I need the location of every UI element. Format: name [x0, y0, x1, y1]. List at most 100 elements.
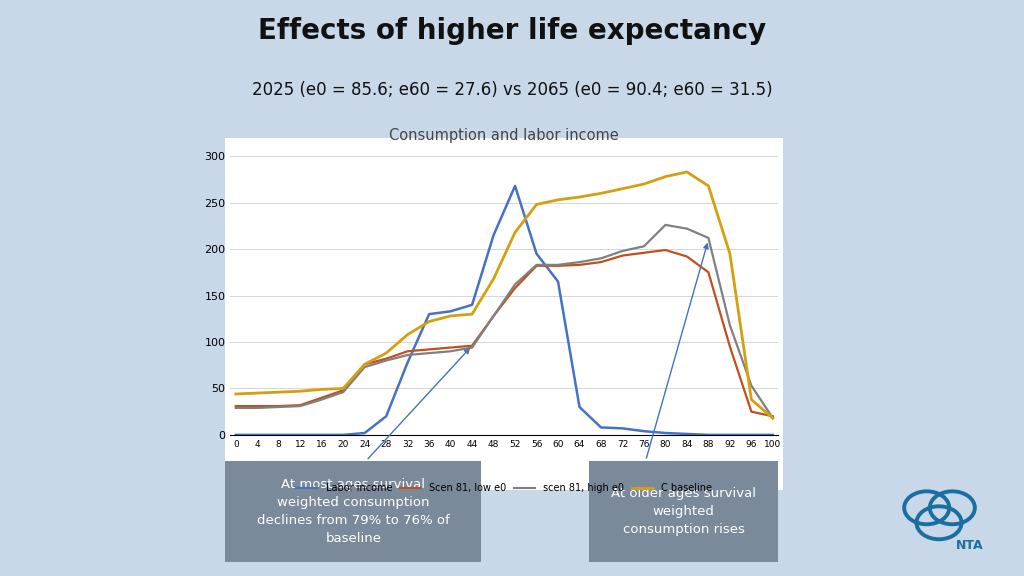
- Scen 81, low e0: [380, 355, 392, 362]
- Scen 81, low e0: [573, 262, 586, 268]
- Labor income: [251, 431, 263, 438]
- Scen 81, low e0: [552, 262, 564, 269]
- Text: At older ages survival
weighted
consumption rises: At older ages survival weighted consumpt…: [611, 487, 756, 536]
- Scen 81, low e0: [294, 401, 306, 408]
- Line: scen 81, high e0: scen 81, high e0: [236, 225, 773, 418]
- scen 81, high e0: [616, 248, 629, 255]
- Labor income: [595, 424, 607, 431]
- Labor income: [530, 250, 543, 257]
- Labor income: [380, 413, 392, 420]
- scen 81, high e0: [487, 313, 500, 320]
- Scen 81, low e0: [702, 269, 715, 276]
- Scen 81, low e0: [681, 253, 693, 260]
- Scen 81, low e0: [487, 313, 500, 320]
- Labor income: [638, 428, 650, 435]
- C baseline: [509, 229, 521, 236]
- Scen 81, low e0: [509, 285, 521, 291]
- scen 81, high e0: [638, 243, 650, 250]
- Scen 81, low e0: [595, 259, 607, 266]
- scen 81, high e0: [251, 404, 263, 411]
- scen 81, high e0: [509, 281, 521, 288]
- C baseline: [380, 350, 392, 357]
- Scen 81, low e0: [767, 413, 779, 420]
- C baseline: [681, 169, 693, 176]
- Line: Scen 81, low e0: Scen 81, low e0: [236, 250, 773, 416]
- Labor income: [294, 431, 306, 438]
- scen 81, high e0: [530, 262, 543, 268]
- Scen 81, low e0: [423, 346, 435, 353]
- scen 81, high e0: [466, 344, 478, 351]
- C baseline: [294, 388, 306, 395]
- scen 81, high e0: [552, 262, 564, 268]
- C baseline: [659, 173, 672, 180]
- Labor income: [724, 431, 736, 438]
- scen 81, high e0: [294, 403, 306, 410]
- Scen 81, low e0: [272, 403, 285, 410]
- C baseline: [595, 190, 607, 197]
- scen 81, high e0: [659, 221, 672, 228]
- Labor income: [358, 430, 371, 437]
- Scen 81, low e0: [659, 247, 672, 253]
- Labor income: [423, 310, 435, 317]
- C baseline: [466, 310, 478, 317]
- C baseline: [251, 389, 263, 396]
- C baseline: [229, 391, 242, 397]
- Scen 81, low e0: [229, 403, 242, 410]
- scen 81, high e0: [358, 363, 371, 370]
- Scen 81, low e0: [251, 403, 263, 410]
- C baseline: [702, 183, 715, 190]
- C baseline: [616, 185, 629, 192]
- scen 81, high e0: [444, 348, 457, 355]
- C baseline: [573, 194, 586, 200]
- scen 81, high e0: [681, 225, 693, 232]
- Scen 81, low e0: [401, 348, 414, 355]
- Labor income: [745, 431, 758, 438]
- scen 81, high e0: [229, 404, 242, 411]
- Scen 81, low e0: [358, 361, 371, 367]
- Scen 81, low e0: [466, 342, 478, 349]
- scen 81, high e0: [337, 389, 349, 396]
- Labor income: [573, 404, 586, 411]
- Text: NTA: NTA: [956, 539, 983, 552]
- Scen 81, low e0: [724, 343, 736, 350]
- scen 81, high e0: [272, 404, 285, 411]
- Labor income: [272, 431, 285, 438]
- Labor income: [315, 431, 328, 438]
- Labor income: [681, 430, 693, 437]
- C baseline: [358, 361, 371, 367]
- Labor income: [616, 425, 629, 432]
- Labor income: [552, 278, 564, 285]
- C baseline: [638, 181, 650, 188]
- C baseline: [724, 250, 736, 257]
- Text: At most ages survival
weighted consumption
declines from 79% to 76% of
baseline: At most ages survival weighted consumpti…: [257, 478, 450, 545]
- scen 81, high e0: [767, 415, 779, 422]
- C baseline: [272, 389, 285, 396]
- Line: C baseline: C baseline: [236, 172, 773, 418]
- Scen 81, low e0: [337, 387, 349, 394]
- Labor income: [487, 232, 500, 238]
- Scen 81, low e0: [616, 252, 629, 259]
- Labor income: [229, 431, 242, 438]
- Text: 2025 (e0 = 85.6; e60 = 27.6) vs 2065 (e0 = 90.4; e60 = 31.5): 2025 (e0 = 85.6; e60 = 27.6) vs 2065 (e0…: [252, 81, 772, 98]
- C baseline: [487, 275, 500, 282]
- Scen 81, low e0: [444, 344, 457, 351]
- Scen 81, low e0: [638, 249, 650, 256]
- Scen 81, low e0: [530, 262, 543, 269]
- scen 81, high e0: [702, 234, 715, 241]
- Text: Effects of higher life expectancy: Effects of higher life expectancy: [258, 17, 766, 46]
- scen 81, high e0: [315, 396, 328, 403]
- scen 81, high e0: [573, 259, 586, 266]
- Labor income: [702, 431, 715, 438]
- Labor income: [466, 301, 478, 308]
- Labor income: [659, 430, 672, 437]
- C baseline: [552, 196, 564, 203]
- C baseline: [444, 313, 457, 320]
- Labor income: [767, 431, 779, 438]
- Line: Labor income: Labor income: [236, 186, 773, 435]
- C baseline: [745, 396, 758, 403]
- C baseline: [401, 331, 414, 338]
- Scen 81, low e0: [315, 394, 328, 401]
- C baseline: [530, 201, 543, 208]
- Title: Consumption and labor income: Consumption and labor income: [389, 128, 620, 143]
- scen 81, high e0: [724, 322, 736, 329]
